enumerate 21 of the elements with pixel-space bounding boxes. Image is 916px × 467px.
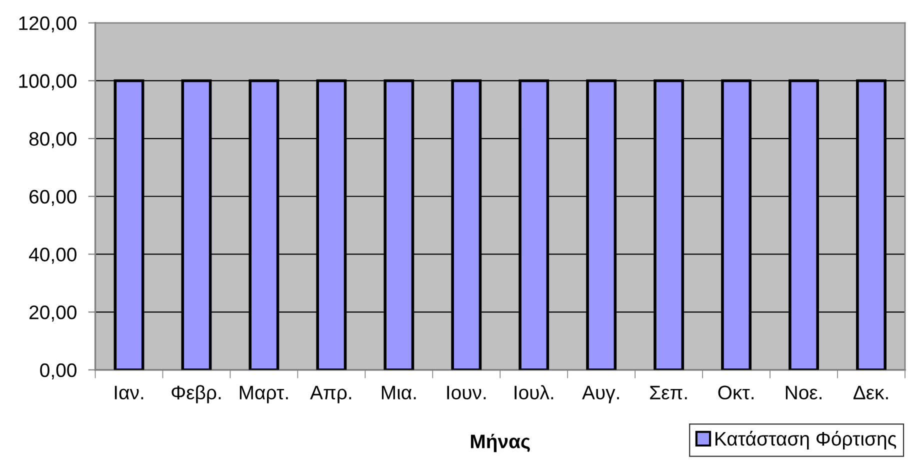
- x-tick-label: Ιαν.: [114, 386, 144, 400]
- y-tick-label: 60,00: [30, 190, 76, 206]
- x-tick-label: Οκτ.: [718, 386, 754, 400]
- y-tick-label: 40,00: [29, 248, 76, 264]
- x-axis-title: Μήνας: [470, 434, 530, 452]
- x-tick-label: Απρ.: [310, 386, 352, 404]
- x-tick-label: Φεβρ.: [172, 385, 221, 404]
- y-tick-label: 20,00: [30, 306, 76, 322]
- y-tick-label: 0,00: [40, 363, 76, 380]
- x-tick-label: Ιουλ.: [514, 385, 554, 400]
- x-tick-label: Μια.: [382, 386, 416, 400]
- y-tick-label: 80,00: [29, 132, 76, 148]
- legend-label: Κατάσταση Φόρτισης: [716, 430, 896, 450]
- x-tick-label: Μαρτ.: [240, 386, 288, 404]
- y-tick-label: 120,00: [19, 16, 76, 32]
- x-tick-label: Αυγ.: [582, 386, 619, 404]
- x-tick-label: Δεκ.: [853, 386, 888, 400]
- x-tick-label: Ιουν.: [447, 386, 486, 400]
- x-tick-label: Νοε.: [786, 386, 822, 400]
- x-tick-label: Σεπ.: [650, 386, 687, 400]
- y-tick-label: 100,00: [19, 74, 76, 90]
